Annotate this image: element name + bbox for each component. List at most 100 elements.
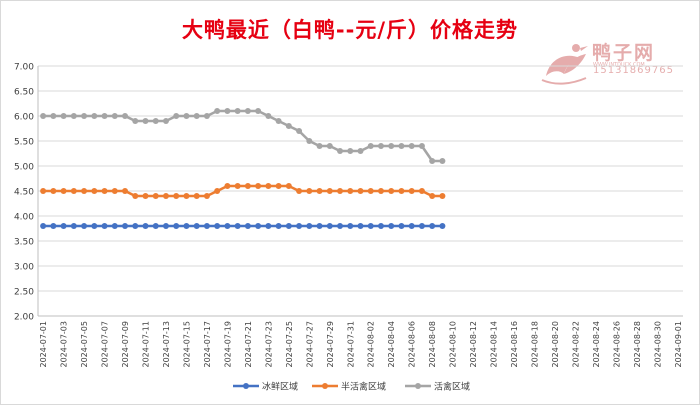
duck-logo-icon [541, 44, 588, 85]
data-point [81, 223, 88, 229]
data-point [173, 113, 180, 119]
x-tick-label: 2024-08-30 [653, 321, 662, 368]
data-point [347, 188, 354, 194]
data-point [142, 193, 149, 199]
data-point [50, 188, 57, 194]
y-tick-label: 6.00 [14, 113, 34, 123]
data-point [377, 188, 384, 194]
legend-swatch-marker [415, 383, 421, 389]
data-point [70, 223, 77, 229]
data-point [244, 183, 251, 189]
data-point [265, 223, 272, 229]
data-point [265, 183, 272, 189]
data-point [347, 223, 354, 229]
data-point [203, 113, 210, 119]
data-point [357, 188, 364, 194]
data-point [50, 113, 57, 119]
data-point [81, 188, 88, 194]
data-point [152, 193, 159, 199]
x-tick-label: 2024-08-08 [428, 321, 437, 368]
y-tick-label: 7.00 [14, 63, 34, 73]
x-tick-label: 2024-07-25 [285, 321, 294, 368]
data-point [429, 223, 436, 229]
data-point [337, 223, 344, 229]
data-point [326, 143, 333, 149]
watermark-site: WWW.INTDUCK.COM [593, 62, 645, 68]
x-tick-label: 2024-08-28 [633, 321, 642, 368]
x-tick-label: 2024-08-10 [449, 321, 458, 368]
data-point [275, 183, 282, 189]
data-point [152, 118, 159, 124]
legend-item: 活禽区域 [405, 381, 470, 393]
x-tick-label: 2024-07-11 [142, 321, 151, 368]
data-point [60, 113, 67, 119]
data-point [183, 113, 190, 119]
data-point [234, 183, 241, 189]
data-point [40, 223, 47, 229]
data-point [101, 188, 108, 194]
series-group [40, 108, 446, 229]
x-tick-label: 2024-07-19 [223, 321, 232, 368]
data-point [316, 223, 323, 229]
data-point [347, 148, 354, 154]
legend-item: 冰鲜区域 [233, 381, 298, 393]
data-point [142, 118, 149, 124]
data-point [408, 188, 415, 194]
data-point [162, 118, 169, 124]
x-tick-label: 2024-07-15 [182, 321, 191, 368]
x-tick-label: 2024-07-07 [101, 321, 110, 368]
data-point [408, 143, 415, 149]
data-point [70, 188, 77, 194]
series-line [43, 184, 443, 198]
x-tick-label: 2024-08-04 [387, 321, 396, 368]
data-point [122, 188, 129, 194]
data-point [91, 113, 98, 119]
chart-title: 大鸭最近（白鸭--元/斤）价格走势 [181, 18, 519, 42]
data-point [224, 183, 231, 189]
x-tick-label: 2024-07-13 [162, 321, 171, 368]
data-point [418, 188, 425, 194]
data-point [418, 143, 425, 149]
data-point [398, 143, 405, 149]
data-point [132, 193, 139, 199]
y-tick-label: 3.50 [14, 238, 34, 248]
data-point [214, 108, 221, 114]
data-point [285, 183, 292, 189]
data-point [70, 113, 77, 119]
x-tick-label: 2024-07-01 [39, 321, 48, 368]
data-point [162, 193, 169, 199]
data-point [429, 158, 436, 164]
data-point [101, 113, 108, 119]
data-point [122, 113, 129, 119]
x-tick-label: 2024-07-21 [244, 321, 253, 368]
data-point [296, 223, 303, 229]
data-point [224, 223, 231, 229]
data-point [193, 193, 200, 199]
data-point [326, 188, 333, 194]
legend-label: 半活禽区域 [341, 381, 386, 393]
y-tick-label: 5.50 [14, 138, 34, 148]
y-axis-ticks: 7.00 6.50 6.00 5.50 5.00 4.50 4.00 3.50 3.00 2.50… [14, 63, 34, 323]
x-tick-label: 2024-08-14 [490, 321, 499, 368]
series-3 [40, 108, 446, 164]
data-point [255, 183, 262, 189]
data-point [296, 188, 303, 194]
data-point [183, 193, 190, 199]
data-point [111, 223, 118, 229]
x-tick-label: 2024-08-20 [551, 321, 560, 368]
x-tick-label: 2024-08-06 [408, 321, 417, 368]
data-point [173, 193, 180, 199]
data-point [60, 223, 67, 229]
x-tick-label: 2024-08-24 [592, 321, 601, 368]
x-tick-label: 2024-07-17 [203, 321, 212, 368]
x-tick-label: 2024-09-01 [674, 321, 683, 368]
data-point [193, 113, 200, 119]
data-point [244, 223, 251, 229]
legend: 冰鲜区域 半活禽区域 活禽区域 [233, 381, 470, 393]
data-point [306, 223, 313, 229]
data-point [398, 223, 405, 229]
x-axis-ticks: 2024-07-01 2024-07-03 2024-07-05 2024-07-07… [39, 321, 683, 368]
x-tick-label: 2024-07-29 [326, 321, 335, 368]
data-point [388, 143, 395, 149]
data-point [234, 223, 241, 229]
